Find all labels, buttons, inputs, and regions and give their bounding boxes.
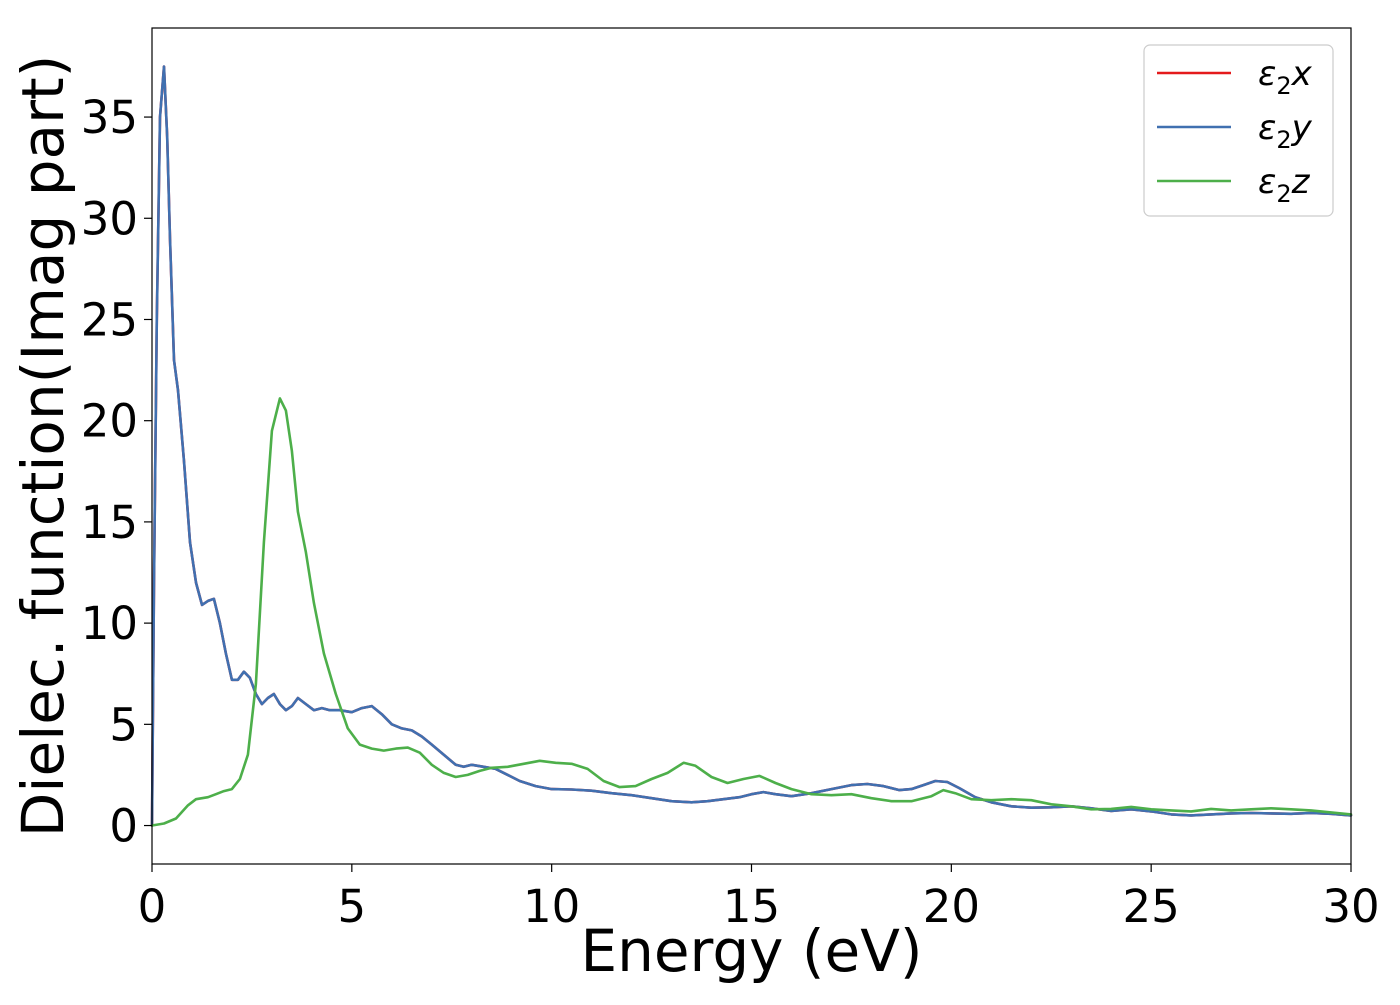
x-tick-label: 5 xyxy=(338,880,367,933)
y-axis-title: Dielec. function(Imag part) xyxy=(9,55,77,838)
y-tick-label: 0 xyxy=(109,800,138,853)
y-tick-label: 10 xyxy=(81,597,138,650)
series-line-z xyxy=(150,397,1353,827)
x-tick-label: 20 xyxy=(923,880,980,933)
legend-label-y: ε2y xyxy=(1258,108,1313,154)
y-axis-ticks: 0 5 10 15 20 25 30 35 xyxy=(81,91,152,853)
x-tick-label: 10 xyxy=(523,880,580,933)
y-tick-label: 25 xyxy=(81,293,138,346)
x-tick-label: 30 xyxy=(1322,880,1379,933)
series-line-y xyxy=(150,65,1353,827)
x-axis-title: Energy (eV) xyxy=(580,917,922,985)
y-tick-label: 35 xyxy=(81,91,138,144)
legend-label-z: ε2z xyxy=(1258,162,1311,208)
y-tick-label: 30 xyxy=(81,192,138,245)
legend: ε2x ε2y ε2z xyxy=(1143,44,1334,217)
legend-label-x: ε2x xyxy=(1258,54,1313,100)
x-tick-label: 15 xyxy=(723,880,780,933)
series-layer xyxy=(150,65,1353,827)
x-tick-label: 0 xyxy=(138,880,167,933)
x-tick-label: 25 xyxy=(1123,880,1180,933)
y-tick-label: 15 xyxy=(81,496,138,549)
x-axis-ticks: 0 5 10 15 20 25 30 xyxy=(138,864,1380,933)
legend-box xyxy=(1143,44,1334,217)
y-tick-label: 20 xyxy=(81,395,138,448)
y-tick-label: 5 xyxy=(109,698,138,751)
